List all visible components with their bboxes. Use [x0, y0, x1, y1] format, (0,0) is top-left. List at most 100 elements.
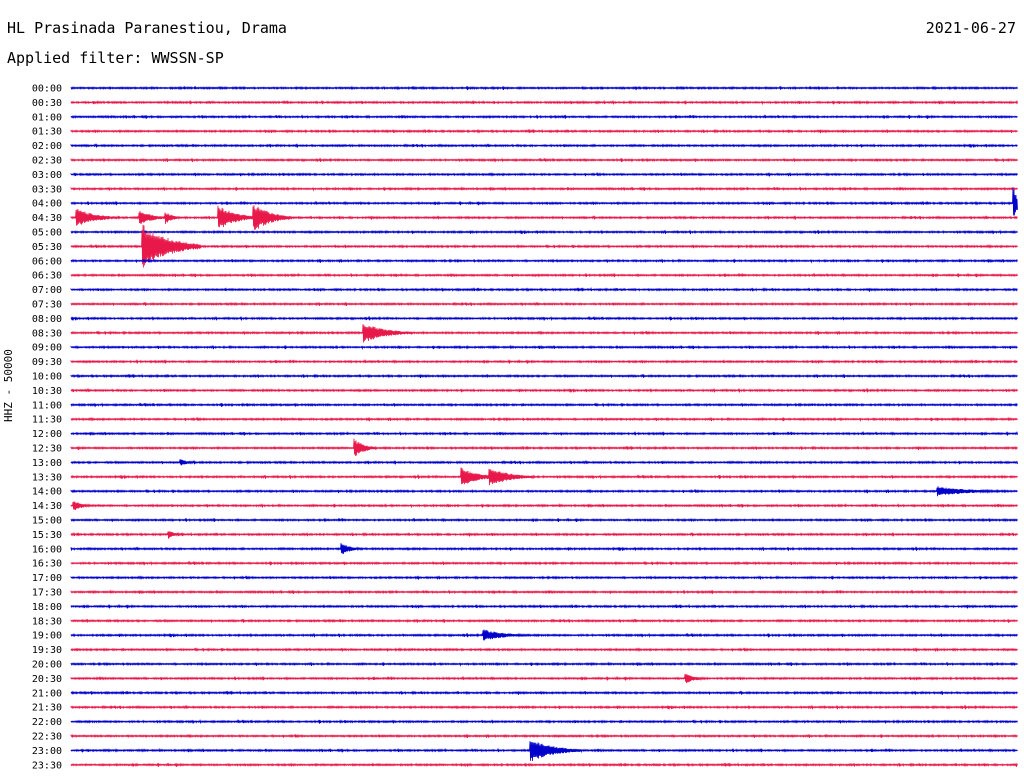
row-label-1500: 15:00	[32, 516, 62, 527]
trace-2200	[70, 719, 1018, 725]
trace-0930	[70, 359, 1018, 364]
row-label-0030: 00:30	[32, 98, 62, 109]
trace-1130	[70, 416, 1018, 423]
trace-0130	[70, 128, 1018, 134]
row-label-0400: 04:00	[32, 199, 62, 210]
row-label-0930: 09:30	[32, 357, 62, 368]
row-label-0830: 08:30	[32, 328, 62, 339]
row-label-0300: 03:00	[32, 170, 62, 181]
row-label-0330: 03:30	[32, 184, 62, 195]
trace-1230	[70, 438, 1018, 456]
row-label-1300: 13:00	[32, 458, 62, 469]
trace-2030	[70, 673, 1018, 683]
trace-0400	[70, 187, 1018, 216]
trace-0900	[70, 344, 1018, 351]
trace-0300	[70, 172, 1018, 177]
date-label: 2021-06-27	[925, 19, 1016, 37]
row-label-2300: 23:00	[32, 746, 62, 757]
trace-0200	[70, 143, 1018, 149]
row-labels: 00:00 00:30 01:00 01:30 02:00 02:30 03:00 03:30…	[32, 84, 62, 772]
trace-2130	[70, 704, 1018, 710]
trace-0830	[70, 324, 1018, 343]
trace-1200	[70, 431, 1018, 436]
row-label-1230: 12:30	[32, 444, 62, 455]
trace-1600	[70, 543, 1018, 554]
row-label-0230: 02:30	[32, 156, 62, 167]
row-label-0630: 06:30	[32, 271, 62, 282]
trace-2000	[70, 661, 1018, 667]
trace-0330	[70, 186, 1018, 192]
row-label-1330: 13:30	[32, 472, 62, 483]
station-title: HL Prasinada Paranestiou, Drama	[7, 19, 287, 37]
row-label-0730: 07:30	[32, 300, 62, 311]
row-label-1700: 17:00	[32, 573, 62, 584]
trace-1630	[70, 560, 1018, 566]
row-label-0500: 05:00	[32, 228, 62, 239]
trace-0630	[70, 272, 1018, 278]
row-label-0600: 06:00	[32, 256, 62, 267]
trace-0000	[70, 85, 1018, 91]
row-label-2030: 20:30	[32, 674, 62, 685]
trace-1100	[70, 402, 1018, 408]
row-label-2000: 20:00	[32, 660, 62, 671]
trace-1800	[70, 603, 1018, 609]
trace-1300	[70, 459, 1018, 466]
filter-label: Applied filter: WWSSN-SP	[7, 49, 224, 67]
row-label-0000: 00:00	[32, 84, 62, 95]
trace-1500	[70, 517, 1018, 523]
row-label-1900: 19:00	[32, 631, 62, 642]
row-label-0900: 09:00	[32, 343, 62, 354]
trace-0530	[70, 224, 1018, 268]
trace-1330	[70, 467, 1018, 486]
trace-0600	[70, 258, 1018, 264]
row-label-0130: 01:30	[32, 127, 62, 138]
row-label-1630: 16:30	[32, 559, 62, 570]
row-label-1030: 10:30	[32, 386, 62, 397]
row-label-1600: 16:00	[32, 544, 62, 555]
row-label-1400: 14:00	[32, 487, 62, 498]
trace-1930	[70, 647, 1018, 652]
trace-2230	[70, 733, 1018, 739]
trace-2330	[70, 762, 1018, 768]
trace-0100	[70, 114, 1018, 120]
row-label-2200: 22:00	[32, 717, 62, 728]
trace-2300	[70, 741, 1018, 762]
trace-1000	[70, 373, 1018, 379]
row-label-1200: 12:00	[32, 429, 62, 440]
trace-0230	[70, 157, 1018, 163]
trace-0700	[70, 286, 1018, 292]
row-label-2100: 21:00	[32, 688, 62, 699]
trace-1900	[70, 629, 1018, 641]
traces	[70, 85, 1018, 768]
trace-1700	[70, 575, 1018, 581]
trace-0430	[70, 205, 1018, 230]
trace-0800	[70, 315, 1018, 322]
trace-0030	[70, 99, 1018, 106]
trace-1400	[70, 486, 1018, 497]
row-label-0200: 02:00	[32, 141, 62, 152]
row-label-1730: 17:30	[32, 588, 62, 599]
row-label-1000: 10:00	[32, 372, 62, 383]
row-label-0700: 07:00	[32, 285, 62, 296]
row-label-0100: 01:00	[32, 112, 62, 123]
row-label-0530: 05:30	[32, 242, 62, 253]
row-label-1100: 11:00	[32, 400, 62, 411]
row-label-1930: 19:30	[32, 645, 62, 656]
row-label-1830: 18:30	[32, 616, 62, 627]
row-label-2230: 22:30	[32, 732, 62, 743]
trace-0730	[70, 301, 1018, 307]
trace-1830	[70, 618, 1018, 624]
row-label-2330: 23:30	[32, 760, 62, 771]
trace-0500	[70, 229, 1018, 235]
trace-1730	[70, 589, 1018, 595]
trace-1530	[70, 531, 1018, 539]
row-label-0430: 04:30	[32, 213, 62, 224]
trace-1430	[70, 501, 1018, 510]
row-label-1130: 11:30	[32, 415, 62, 426]
trace-1030	[70, 388, 1018, 394]
row-label-1530: 15:30	[32, 530, 62, 541]
trace-2100	[70, 690, 1018, 696]
row-label-0800: 08:00	[32, 314, 62, 325]
row-label-2130: 21:30	[32, 703, 62, 714]
